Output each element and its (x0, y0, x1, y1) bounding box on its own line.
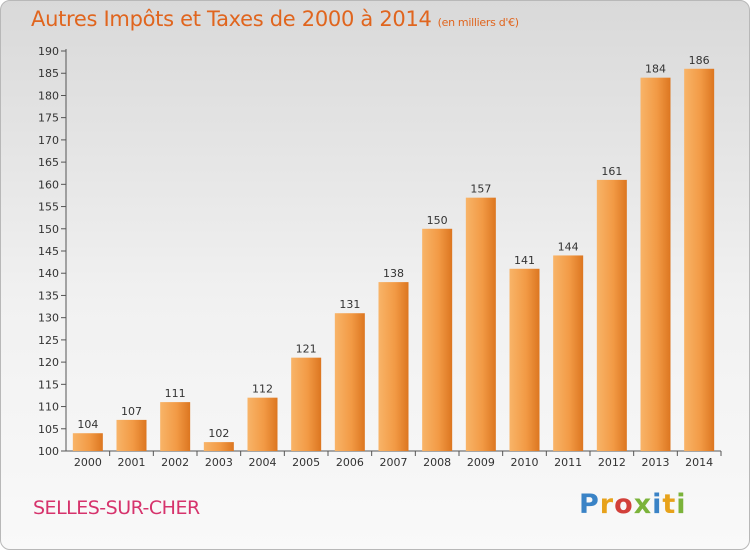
bars (72, 68, 715, 452)
bar (553, 255, 584, 451)
bar-value-label: 104 (77, 418, 98, 431)
x-tick-label: 2008 (423, 456, 451, 469)
y-tick-label: 155 (38, 201, 59, 214)
y-tick-label: 150 (38, 223, 59, 236)
y-tick-label: 165 (38, 156, 59, 169)
x-tick-label: 2000 (74, 456, 102, 469)
bar-value-label: 102 (208, 427, 229, 440)
bar-value-label: 131 (339, 298, 360, 311)
y-tick-label: 110 (38, 401, 59, 414)
commune-name: SELLES-SUR-CHER (33, 497, 200, 519)
bar (203, 442, 234, 451)
y-tick-label: 170 (38, 134, 59, 147)
bar (509, 268, 540, 451)
bar-value-label: 121 (296, 343, 317, 356)
bar-value-label: 141 (514, 254, 535, 267)
y-tick-label: 135 (38, 289, 59, 302)
bar (422, 228, 453, 451)
x-tick-label: 2011 (554, 456, 582, 469)
x-tick-label: 2013 (642, 456, 670, 469)
proxiti-logo: Proxiti (579, 489, 687, 520)
bar (247, 397, 278, 451)
x-tick-label: 2007 (380, 456, 408, 469)
bar-value-label: 150 (427, 214, 448, 227)
y-tick-label: 120 (38, 356, 59, 369)
bar (378, 282, 409, 451)
y-tick-label: 160 (38, 178, 59, 191)
y-tick-label: 115 (38, 378, 59, 391)
bar (684, 68, 715, 452)
x-tick-label: 2001 (118, 456, 146, 469)
y-tick-label: 130 (38, 312, 59, 325)
bar (640, 77, 671, 452)
x-tick-label: 2005 (292, 456, 320, 469)
bar-value-label: 107 (121, 405, 142, 418)
x-tick-label: 2003 (205, 456, 233, 469)
x-tick-label: 2002 (161, 456, 189, 469)
y-tick-label: 190 (38, 45, 59, 58)
bar-value-label: 186 (689, 54, 710, 67)
bar-labels: 104 107 111 102 112 121 131 138 150 157 141 144 161 1… (77, 54, 709, 440)
y-tick-label: 105 (38, 423, 59, 436)
chart-title: Autres Impôts et Taxes de 2000 à 2014 (en… (31, 7, 519, 31)
y-tick-label: 175 (38, 112, 59, 125)
y-axis-ticks: 100 105 110 115 120 125 130 135 140 145 150 155 160 1… (38, 45, 66, 458)
bar (596, 179, 627, 451)
y-tick-label: 180 (38, 89, 59, 102)
bar-value-label: 184 (645, 63, 666, 76)
x-tick-label: 2014 (685, 456, 713, 469)
bar (465, 197, 496, 451)
bar (160, 402, 191, 451)
x-tick-label: 2010 (511, 456, 539, 469)
bar-value-label: 112 (252, 383, 273, 396)
x-tick-label: 2012 (598, 456, 626, 469)
y-tick-label: 140 (38, 267, 59, 280)
bar-value-label: 111 (165, 387, 186, 400)
bar (72, 433, 103, 451)
bar-value-label: 161 (601, 165, 622, 178)
bar (116, 419, 147, 451)
bar (291, 357, 322, 451)
x-tick-label: 2006 (336, 456, 364, 469)
x-tick-label: 2004 (249, 456, 277, 469)
y-tick-label: 185 (38, 67, 59, 80)
bar (334, 313, 365, 451)
y-tick-label: 125 (38, 334, 59, 347)
x-axis-ticks: 2000 2001 2002 2003 2004 2005 2006 2007 2008 2009… (74, 451, 722, 469)
bar-value-label: 138 (383, 267, 404, 280)
bar-value-label: 157 (470, 183, 491, 196)
bar-value-label: 144 (558, 240, 579, 253)
chart-subtitle: (en milliers d'€) (437, 16, 519, 29)
x-tick-label: 2009 (467, 456, 495, 469)
y-tick-label: 145 (38, 245, 59, 258)
y-tick-label: 100 (38, 445, 59, 458)
